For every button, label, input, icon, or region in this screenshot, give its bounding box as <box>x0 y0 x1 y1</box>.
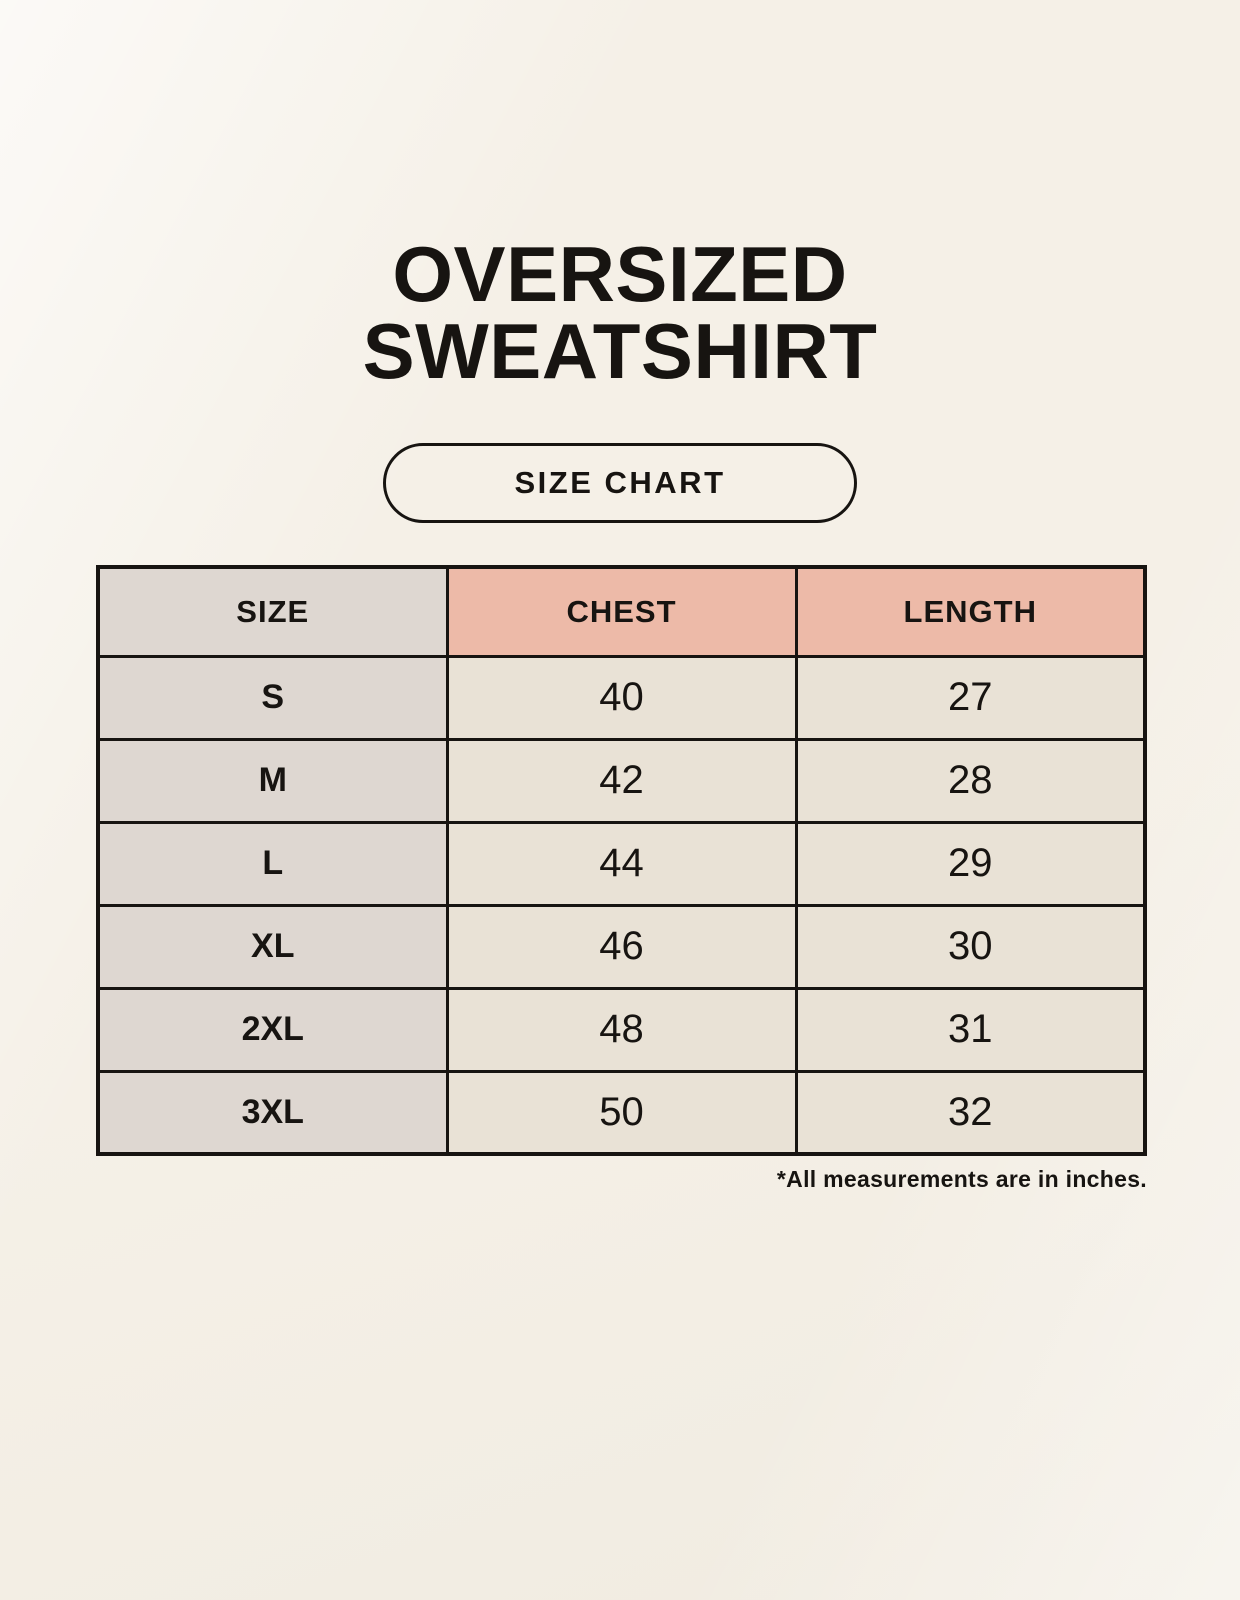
cell-chest: 48 <box>445 986 798 1073</box>
cell-size: S <box>96 654 449 741</box>
cell-length: 28 <box>794 737 1147 824</box>
size-chart-table: SIZE CHEST LENGTH S 40 27 M 42 28 L 44 2… <box>96 565 1147 1156</box>
cell-chest: 50 <box>445 1069 798 1156</box>
cell-length: 31 <box>794 986 1147 1073</box>
cell-chest: 46 <box>445 903 798 990</box>
header-cell-size: SIZE <box>96 565 449 658</box>
product-title-line-2: SWEATSHIRT <box>362 307 878 395</box>
cell-length: 29 <box>794 820 1147 907</box>
size-chart-button-label: SIZE CHART <box>514 465 726 500</box>
cell-length: 32 <box>794 1069 1147 1156</box>
cell-size: XL <box>96 903 449 990</box>
product-title-line-1: OVERSIZED <box>392 230 848 318</box>
cell-size: L <box>96 820 449 907</box>
table-row: 2XL 48 31 <box>96 986 1147 1073</box>
cell-length: 30 <box>794 903 1147 990</box>
header-cell-chest: CHEST <box>445 565 798 658</box>
cell-length: 27 <box>794 654 1147 741</box>
cell-chest: 40 <box>445 654 798 741</box>
table-row: 3XL 50 32 <box>96 1069 1147 1156</box>
header-cell-length: LENGTH <box>794 565 1147 658</box>
product-title: OVERSIZED SWEATSHIRT <box>0 230 1240 395</box>
table-row: S 40 27 <box>96 654 1147 741</box>
size-chart-button[interactable]: SIZE CHART <box>383 443 857 523</box>
table-row: L 44 29 <box>96 820 1147 907</box>
table-row: XL 46 30 <box>96 903 1147 990</box>
table-row: M 42 28 <box>96 737 1147 824</box>
cell-size: 2XL <box>96 986 449 1073</box>
measurements-footnote: *All measurements are in inches. <box>776 1166 1147 1192</box>
cell-size: 3XL <box>96 1069 449 1156</box>
table-header-row: SIZE CHEST LENGTH <box>96 565 1147 658</box>
cell-chest: 42 <box>445 737 798 824</box>
cell-size: M <box>96 737 449 824</box>
cell-chest: 44 <box>445 820 798 907</box>
